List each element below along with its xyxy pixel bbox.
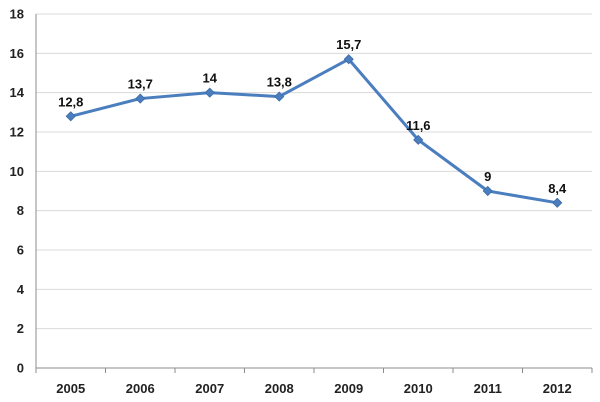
x-tick-label-2012: 2012: [543, 381, 572, 396]
x-tick-label-2008: 2008: [265, 381, 294, 396]
data-point-2007: [204, 87, 215, 98]
x-tick-labels: 2005 2006 2007 2008 2009 2010 2011 2012: [56, 381, 571, 396]
y-tick-label-10: 10: [10, 164, 24, 179]
data-label-2008: 13,8: [267, 75, 292, 90]
data-point-2009: [343, 54, 354, 65]
axes: [35, 14, 593, 373]
data-point-2010: [413, 134, 424, 145]
data-point-2006: [135, 93, 146, 104]
data-point-2011: [482, 185, 493, 197]
y-tick-label-12: 12: [10, 125, 24, 140]
data-point-2012: [552, 197, 563, 208]
y-tick-label-14: 14: [10, 85, 25, 100]
y-tick-label-18: 18: [10, 7, 24, 22]
y-tick-labels: 0 2 4 6 8 10 12 14 16 18: [10, 7, 25, 376]
y-tick-label-4: 4: [17, 282, 25, 297]
data-label-2009: 15,7: [336, 37, 361, 52]
x-tick-label-2011: 2011: [474, 381, 502, 396]
y-tick-label-0: 0: [17, 361, 24, 376]
data-labels: 12,8 13,7 14 13,8 15,7 11,6 9 8,4: [58, 37, 567, 196]
data-label-2007: 14: [203, 71, 218, 86]
x-tick-label-2007: 2007: [195, 381, 224, 396]
gridlines: [36, 13, 592, 330]
data-point-2008: [274, 91, 285, 102]
y-tick-label-16: 16: [10, 46, 24, 61]
data-label-2010: 11,6: [406, 118, 431, 133]
y-tick-label-6: 6: [17, 243, 24, 258]
x-tick-label-2010: 2010: [404, 381, 433, 396]
x-tick-label-2009: 2009: [334, 381, 363, 396]
data-label-2006: 13,7: [128, 77, 153, 92]
data-label-2012: 8,4: [548, 181, 567, 196]
y-tick-label-8: 8: [17, 203, 24, 218]
data-label-2005: 12,8: [58, 94, 83, 109]
data-point-2005: [65, 111, 76, 122]
series: [65, 54, 563, 208]
series-line: [70, 57, 558, 205]
x-tick-label-2005: 2005: [56, 381, 85, 396]
y-tick-label-2: 2: [17, 321, 24, 336]
x-tick-label-2006: 2006: [126, 381, 155, 396]
data-label-2011: 9: [484, 169, 491, 184]
